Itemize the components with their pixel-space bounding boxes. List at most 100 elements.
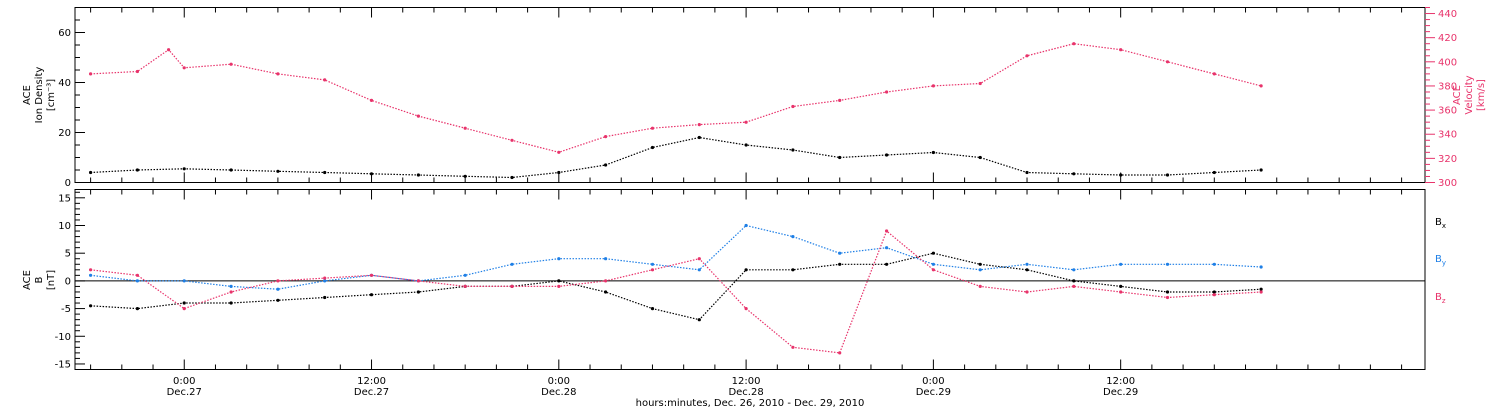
field-y-tick-label: -10 xyxy=(55,332,71,343)
series-by-point xyxy=(323,279,327,283)
series-bx-point xyxy=(791,268,795,272)
series-velocity-point xyxy=(697,123,701,127)
series-density-point xyxy=(510,175,514,180)
series-by-point xyxy=(276,287,280,291)
series-density-point xyxy=(1259,168,1263,172)
series-velocity-point xyxy=(1165,60,1170,64)
series-density-point xyxy=(182,167,186,171)
field-ylabel-line1: ACE xyxy=(22,270,33,290)
series-bz-point xyxy=(838,351,842,355)
series-by-trace xyxy=(90,224,1262,290)
x-tick-label-date: Dec.28 xyxy=(728,387,763,398)
series-bz-point xyxy=(1025,290,1029,294)
series-bz-point xyxy=(557,284,561,288)
series-bz-point xyxy=(89,268,93,272)
bottom-panel-frame xyxy=(74,189,1426,370)
velocity-ylabel-line1: ACE xyxy=(1452,85,1463,105)
series-bz-point xyxy=(931,268,936,272)
series-bx-point xyxy=(1072,279,1076,283)
series-density-point xyxy=(697,135,701,140)
series-bx-point xyxy=(276,298,280,302)
series-density-point xyxy=(744,143,748,147)
series-by-point xyxy=(697,268,701,272)
series-bx-trace xyxy=(90,252,1262,321)
density-y-tick-label: 40 xyxy=(58,78,71,89)
data-series xyxy=(89,42,1263,355)
series-bx-point xyxy=(1025,268,1029,272)
series-bx-point xyxy=(229,301,233,305)
axis-ticks: 0:00Dec.2712:00Dec.270:00Dec.2812:00Dec.… xyxy=(55,7,1457,398)
velocity-ylabel-line2: Velocity xyxy=(1464,75,1475,114)
series-velocity-point xyxy=(135,69,139,74)
field-y-tick-label: 5 xyxy=(65,249,71,260)
series-bz-point xyxy=(1072,284,1076,288)
series-velocity-point xyxy=(744,120,748,124)
field-ylabel-line3: [nT] xyxy=(46,270,57,290)
series-velocity-trace xyxy=(90,43,1262,153)
series-bx-point xyxy=(557,279,561,283)
series-density-point xyxy=(838,155,842,160)
series-velocity-point xyxy=(1119,48,1123,52)
series-density-point xyxy=(323,170,327,175)
series-by-point xyxy=(463,273,467,277)
series-velocity-point xyxy=(510,138,514,142)
series-velocity xyxy=(89,42,1263,154)
series-bx-point xyxy=(697,318,701,322)
x-tick-label-date: Dec.29 xyxy=(916,387,951,398)
x-tick-label-date: Dec.27 xyxy=(167,387,202,398)
series-bz-point xyxy=(1259,290,1263,294)
velocity-ylabel-line3: [km/s] xyxy=(1476,79,1487,111)
series-velocity-point xyxy=(1259,84,1263,88)
series-bx-point xyxy=(1119,284,1123,288)
density-y-tick-label: 60 xyxy=(58,28,71,39)
series-by-point xyxy=(791,235,795,239)
series-by-point xyxy=(557,257,561,261)
velocity-y-tick-label: 400 xyxy=(1438,57,1457,68)
series-bz-point xyxy=(229,290,233,294)
field-y-tick-label: 15 xyxy=(58,193,71,204)
series-bz-point xyxy=(463,284,467,288)
series-bx-point xyxy=(1212,290,1216,294)
density-y-tick-label: 20 xyxy=(58,128,71,139)
series-bz-trace xyxy=(90,230,1262,354)
series-bx-point xyxy=(89,304,93,308)
field-y-tick-label: -15 xyxy=(55,359,71,370)
series-density-point xyxy=(229,168,233,172)
series-density xyxy=(89,135,1263,180)
series-velocity-point xyxy=(1025,54,1029,58)
series-velocity-point xyxy=(838,98,842,102)
x-tick-label-time: 0:00 xyxy=(173,376,195,387)
series-by-point xyxy=(1165,262,1170,266)
series-bz-point xyxy=(323,276,327,280)
series-bz-point xyxy=(182,307,186,311)
series-by-point xyxy=(1259,265,1263,269)
series-density-point xyxy=(1025,170,1029,175)
series-bz xyxy=(89,229,1263,355)
velocity-y-tick-label: 300 xyxy=(1438,178,1457,189)
x-axis-label: hours:minutes, Dec. 26, 2010 - Dec. 29, … xyxy=(636,398,865,409)
series-bz-point xyxy=(697,257,701,261)
series-bx-point xyxy=(885,262,889,266)
series-bx-point xyxy=(838,262,842,266)
series-bz-point xyxy=(1119,290,1123,294)
series-bx-point xyxy=(978,262,982,266)
series-velocity-point xyxy=(323,78,327,82)
series-bz-point xyxy=(135,273,139,277)
series-density-point xyxy=(885,153,889,157)
velocity-y-tick-label: 440 xyxy=(1438,9,1457,20)
series-by-point xyxy=(744,223,748,228)
series-bz-point xyxy=(369,273,374,277)
series-velocity-point xyxy=(650,126,655,130)
series-density-point xyxy=(135,168,139,172)
series-density-point xyxy=(276,169,280,173)
series-velocity-point xyxy=(369,98,374,102)
series-bz-point xyxy=(276,279,280,283)
series-velocity-point xyxy=(557,150,561,154)
series-density-point xyxy=(1165,173,1170,177)
series-velocity-point xyxy=(931,84,936,88)
series-density-point xyxy=(791,148,795,152)
series-by-point xyxy=(229,284,233,288)
x-tick-label-time: 12:00 xyxy=(357,376,386,387)
series-by-point xyxy=(838,251,842,255)
series-by-point xyxy=(1072,268,1076,272)
